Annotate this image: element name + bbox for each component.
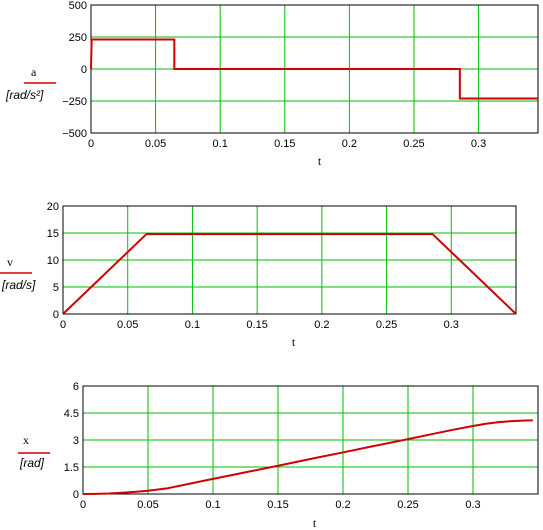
y-tick-label: 10	[47, 255, 59, 267]
y-tick-label: 1.5	[64, 462, 79, 474]
x-tick-label: 0.15	[246, 319, 267, 331]
x-tick-label: 0.3	[471, 138, 486, 150]
x-tick-label: 0.15	[274, 138, 295, 150]
y-axis-label: v	[7, 255, 13, 269]
x-axis-label: t	[292, 335, 296, 349]
x-tick-label: 0.3	[444, 319, 459, 331]
x-tick-label: 0.1	[185, 319, 200, 331]
x-tick-label: 0.25	[397, 499, 418, 511]
x-tick-label: 0.2	[335, 499, 350, 511]
x-axis-label: t	[318, 154, 322, 168]
x-tick-label: 0.25	[376, 319, 397, 331]
x-tick-label: 0	[60, 319, 66, 331]
x-tick-label: 0.2	[342, 138, 357, 150]
y-tick-label: 250	[69, 32, 87, 44]
plot-frame	[62, 205, 517, 315]
y-tick-label: 15	[47, 228, 59, 240]
x-tick-label: 0.25	[403, 138, 424, 150]
series-line	[62, 233, 517, 315]
y-tick-label: 6	[73, 381, 79, 393]
y-tick-label: 4.5	[64, 408, 79, 420]
chart-2: 0 0.05 0.1 0.15 0.2 0.25 0.3 20 15 10 5 0 t v [rad/s]	[0, 201, 517, 349]
x-tick-label: 0.15	[267, 499, 288, 511]
x-tick-label: 0.05	[145, 138, 166, 150]
y-axis-unit: [rad/s]	[1, 278, 36, 292]
y-tick-label: 500	[69, 0, 87, 12]
y-tick-label: 3	[73, 435, 79, 447]
x-tick-label: 0.05	[137, 499, 158, 511]
chart-1: 0 0.05 0.1 0.15 0.2 0.25 0.3 500 250 0 −250 −500 t a […	[5, 0, 539, 168]
y-axis-label: a	[31, 65, 37, 79]
y-axis-unit: [rad]	[19, 456, 45, 470]
plot-frame	[82, 385, 539, 495]
series-line	[90, 38, 538, 100]
y-tick-label: −250	[62, 96, 87, 108]
y-tick-label: −500	[62, 128, 87, 140]
x-tick-label: 0	[80, 499, 86, 511]
y-tick-label: 0	[53, 309, 59, 321]
x-tick-label: 0.05	[117, 319, 138, 331]
y-tick-label: 20	[47, 201, 59, 213]
y-axis-label: x	[23, 433, 29, 447]
chart-3: 0 0.05 0.1 0.15 0.2 0.25 0.3 6 4.5 3 1.5 0 t x [rad]	[18, 381, 539, 530]
y-tick-label: 0	[81, 64, 87, 76]
y-tick-label: 5	[53, 282, 59, 294]
x-tick-label: 0.1	[213, 138, 228, 150]
series-line	[82, 419, 533, 495]
x-tick-label: 0	[88, 138, 94, 150]
x-tick-label: 0.3	[465, 499, 480, 511]
y-axis-unit: [rad/s²]	[5, 88, 44, 102]
x-tick-label: 0.2	[314, 319, 329, 331]
y-tick-label: 0	[73, 489, 79, 501]
x-tick-label: 0.1	[205, 499, 220, 511]
x-axis-label: t	[313, 516, 317, 530]
